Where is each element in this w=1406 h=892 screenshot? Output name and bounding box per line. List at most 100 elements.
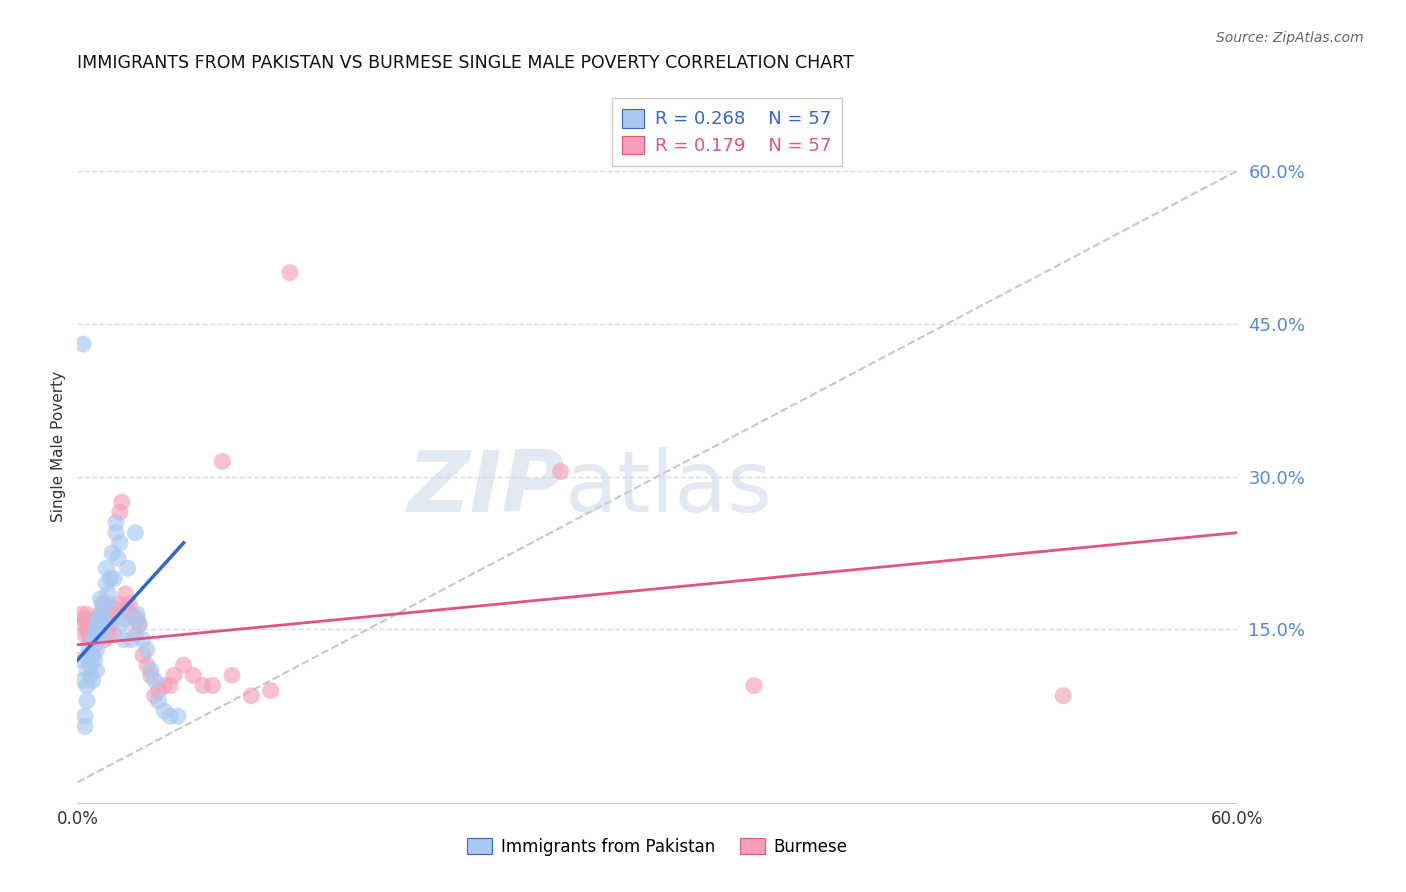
- Point: [72, 337, 94, 351]
- Point: [76, 623, 98, 637]
- Point: [83, 653, 105, 667]
- Point: [77, 653, 100, 667]
- Point: [124, 525, 146, 540]
- Point: [159, 679, 181, 693]
- Point: [107, 597, 129, 611]
- Text: IMMIGRANTS FROM PAKISTAN VS BURMESE SINGLE MALE POVERTY CORRELATION CHART: IMMIGRANTS FROM PAKISTAN VS BURMESE SING…: [77, 54, 853, 72]
- Point: [82, 673, 104, 688]
- Point: [117, 561, 139, 575]
- Point: [93, 627, 115, 641]
- Point: [82, 632, 104, 647]
- Point: [550, 465, 572, 479]
- Point: [82, 627, 104, 641]
- Point: [101, 607, 124, 622]
- Point: [75, 627, 96, 641]
- Point: [76, 679, 98, 693]
- Point: [112, 632, 135, 647]
- Point: [121, 607, 143, 622]
- Point: [101, 546, 124, 560]
- Point: [128, 617, 150, 632]
- Point: [108, 505, 131, 519]
- Point: [93, 632, 115, 647]
- Point: [278, 266, 301, 280]
- Point: [91, 612, 114, 626]
- Point: [70, 653, 93, 667]
- Point: [118, 597, 141, 611]
- Point: [87, 627, 110, 641]
- Point: [80, 632, 103, 647]
- Point: [96, 561, 118, 575]
- Point: [83, 627, 105, 641]
- Point: [76, 694, 98, 708]
- Text: atlas: atlas: [565, 447, 772, 531]
- Text: ZIP: ZIP: [406, 447, 565, 531]
- Point: [86, 627, 108, 641]
- Point: [80, 612, 103, 626]
- Point: [77, 617, 100, 632]
- Point: [108, 536, 131, 550]
- Point: [86, 617, 108, 632]
- Point: [105, 525, 127, 540]
- Point: [98, 617, 121, 632]
- Point: [90, 607, 111, 622]
- Point: [105, 602, 127, 616]
- Point: [82, 648, 104, 662]
- Point: [240, 689, 263, 703]
- Point: [159, 709, 181, 723]
- Point: [128, 617, 150, 632]
- Point: [82, 617, 104, 632]
- Point: [201, 679, 224, 693]
- Point: [127, 607, 149, 622]
- Point: [114, 587, 136, 601]
- Point: [148, 683, 170, 698]
- Point: [77, 627, 100, 641]
- Point: [107, 551, 129, 566]
- Point: [70, 607, 93, 622]
- Point: [127, 612, 149, 626]
- Point: [72, 617, 94, 632]
- Point: [105, 516, 127, 530]
- Point: [97, 587, 120, 601]
- Point: [83, 638, 105, 652]
- Point: [111, 495, 134, 509]
- Point: [87, 612, 110, 626]
- Point: [83, 617, 105, 632]
- Point: [96, 576, 118, 591]
- Point: [86, 643, 108, 657]
- Point: [148, 694, 170, 708]
- Point: [1052, 689, 1074, 703]
- Point: [173, 658, 195, 673]
- Point: [75, 709, 96, 723]
- Y-axis label: Single Male Poverty: Single Male Poverty: [51, 370, 66, 522]
- Point: [260, 683, 283, 698]
- Point: [143, 673, 166, 688]
- Point: [103, 572, 125, 586]
- Point: [75, 612, 96, 626]
- Point: [75, 719, 96, 733]
- Point: [166, 709, 188, 723]
- Point: [97, 597, 120, 611]
- Point: [93, 617, 115, 632]
- Point: [80, 658, 103, 673]
- Point: [742, 679, 765, 693]
- Point: [163, 668, 186, 682]
- Point: [96, 617, 118, 632]
- Point: [80, 668, 103, 682]
- Point: [191, 679, 214, 693]
- Point: [76, 607, 98, 622]
- Point: [221, 668, 243, 682]
- Point: [76, 663, 98, 677]
- Point: [111, 617, 134, 632]
- Point: [90, 591, 111, 606]
- Point: [86, 617, 108, 632]
- Point: [91, 597, 114, 611]
- Point: [153, 704, 176, 718]
- Point: [86, 627, 108, 641]
- Point: [136, 643, 159, 657]
- Point: [87, 617, 110, 632]
- Point: [139, 663, 162, 677]
- Point: [96, 607, 118, 622]
- Point: [121, 632, 143, 647]
- Point: [132, 632, 155, 647]
- Point: [97, 627, 120, 641]
